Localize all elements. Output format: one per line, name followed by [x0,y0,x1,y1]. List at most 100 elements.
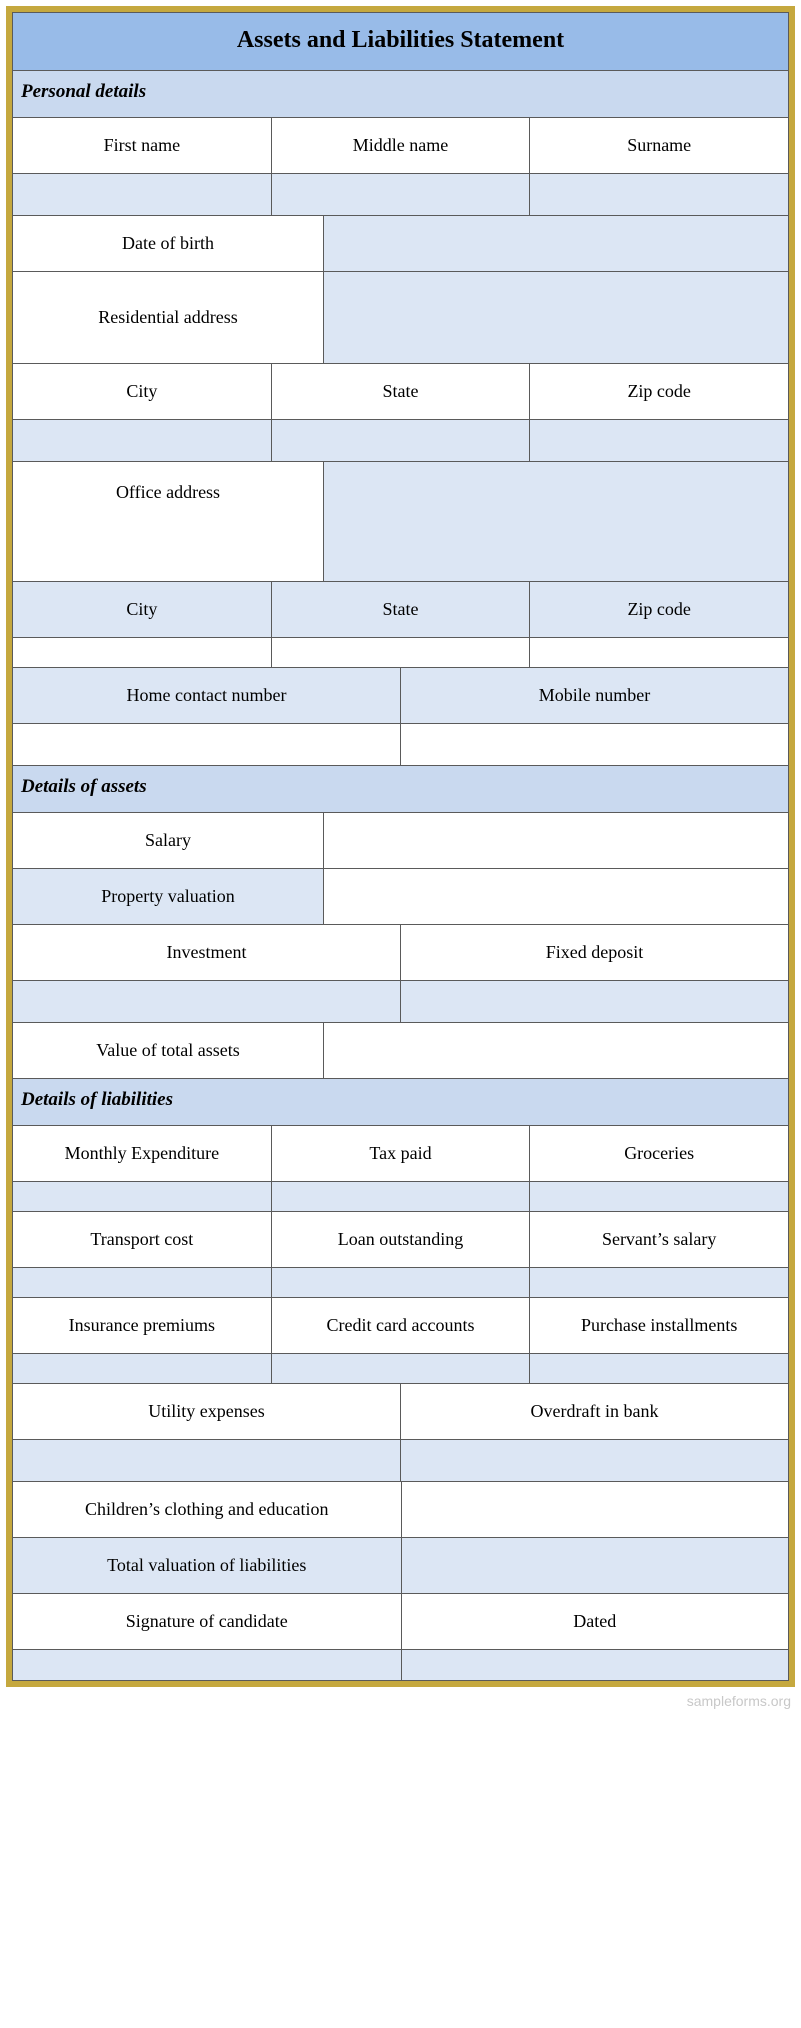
label-total-liab: Total valuation of liabilities [13,1538,401,1593]
label-loan: Loan outstanding [271,1212,530,1267]
input-surname[interactable] [529,174,788,215]
label-fixed-deposit: Fixed deposit [400,925,788,980]
input-transport[interactable] [13,1268,271,1297]
input-signature[interactable] [13,1650,401,1680]
row-invest-inputs [13,981,788,1023]
row-util-inputs [13,1440,788,1482]
row-csz2-inputs [13,638,788,668]
input-state-1[interactable] [271,420,530,461]
row-util-labels: Utility expenses Overdraft in bank [13,1384,788,1440]
label-children: Children’s clothing and education [13,1482,401,1537]
label-credit-card: Credit card accounts [271,1298,530,1353]
input-salary[interactable] [323,813,788,868]
label-city-2: City [13,582,271,637]
input-children[interactable] [401,1482,789,1537]
label-residential: Residential address [13,272,323,363]
input-loan[interactable] [271,1268,530,1297]
input-residential[interactable] [323,272,788,363]
row-name-labels: First name Middle name Surname [13,118,788,174]
label-middle-name: Middle name [271,118,530,173]
label-total-assets: Value of total assets [13,1023,323,1078]
input-property[interactable] [323,869,788,924]
label-first-name: First name [13,118,271,173]
row-liab3-labels: Insurance premiums Credit card accounts … [13,1298,788,1354]
row-contact-inputs [13,724,788,766]
section-personal: Personal details [13,71,788,118]
input-dob[interactable] [323,216,788,271]
section-liabilities: Details of liabilities [13,1079,788,1126]
row-signature-inputs [13,1650,788,1680]
section-assets: Details of assets [13,766,788,813]
input-investment[interactable] [13,981,400,1022]
row-invest-labels: Investment Fixed deposit [13,925,788,981]
input-credit-card[interactable] [271,1354,530,1383]
label-purchase: Purchase installments [529,1298,788,1353]
input-home-contact[interactable] [13,724,400,765]
input-groceries[interactable] [529,1182,788,1211]
row-liab3-inputs [13,1354,788,1384]
row-total-assets: Value of total assets [13,1023,788,1079]
input-total-assets[interactable] [323,1023,788,1078]
row-property: Property valuation [13,869,788,925]
label-investment: Investment [13,925,400,980]
input-monthly-exp[interactable] [13,1182,271,1211]
label-overdraft: Overdraft in bank [400,1384,788,1439]
input-zip-2[interactable] [529,638,788,667]
label-utility: Utility expenses [13,1384,400,1439]
label-zip-2: Zip code [529,582,788,637]
input-fixed-deposit[interactable] [400,981,788,1022]
label-property: Property valuation [13,869,323,924]
row-liab2-inputs [13,1268,788,1298]
row-liab2-labels: Transport cost Loan outstanding Servant’… [13,1212,788,1268]
label-insurance: Insurance premiums [13,1298,271,1353]
input-mobile[interactable] [400,724,788,765]
row-residential: Residential address [13,272,788,364]
input-middle-name[interactable] [271,174,530,215]
input-insurance[interactable] [13,1354,271,1383]
row-liab1-inputs [13,1182,788,1212]
input-city-1[interactable] [13,420,271,461]
input-tax-paid[interactable] [271,1182,530,1211]
row-contact-labels: Home contact number Mobile number [13,668,788,724]
row-total-liab: Total valuation of liabilities [13,1538,788,1594]
input-purchase[interactable] [529,1354,788,1383]
label-transport: Transport cost [13,1212,271,1267]
label-dated: Dated [401,1594,789,1649]
row-csz1-inputs [13,420,788,462]
row-children: Children’s clothing and education [13,1482,788,1538]
label-dob: Date of birth [13,216,323,271]
form-title: Assets and Liabilities Statement [13,13,788,71]
input-state-2[interactable] [271,638,530,667]
row-csz1-labels: City State Zip code [13,364,788,420]
row-csz2-labels: City State Zip code [13,582,788,638]
form-outer: Assets and Liabilities Statement Persona… [6,6,795,1687]
input-zip-1[interactable] [529,420,788,461]
input-office[interactable] [323,462,788,581]
input-dated[interactable] [401,1650,789,1680]
label-zip-1: Zip code [529,364,788,419]
input-total-liab[interactable] [401,1538,789,1593]
input-utility[interactable] [13,1440,400,1481]
input-city-2[interactable] [13,638,271,667]
form-inner: Assets and Liabilities Statement Persona… [12,12,789,1681]
label-servant: Servant’s salary [529,1212,788,1267]
label-mobile: Mobile number [400,668,788,723]
label-salary: Salary [13,813,323,868]
label-city-1: City [13,364,271,419]
label-office: Office address [13,462,323,581]
label-monthly-exp: Monthly Expenditure [13,1126,271,1181]
row-dob: Date of birth [13,216,788,272]
input-servant[interactable] [529,1268,788,1297]
input-overdraft[interactable] [400,1440,788,1481]
label-groceries: Groceries [529,1126,788,1181]
row-salary: Salary [13,813,788,869]
label-state-1: State [271,364,530,419]
label-surname: Surname [529,118,788,173]
row-name-inputs [13,174,788,216]
row-liab1-labels: Monthly Expenditure Tax paid Groceries [13,1126,788,1182]
row-office: Office address [13,462,788,582]
label-signature: Signature of candidate [13,1594,401,1649]
row-signature: Signature of candidate Dated [13,1594,788,1650]
input-first-name[interactable] [13,174,271,215]
label-tax-paid: Tax paid [271,1126,530,1181]
